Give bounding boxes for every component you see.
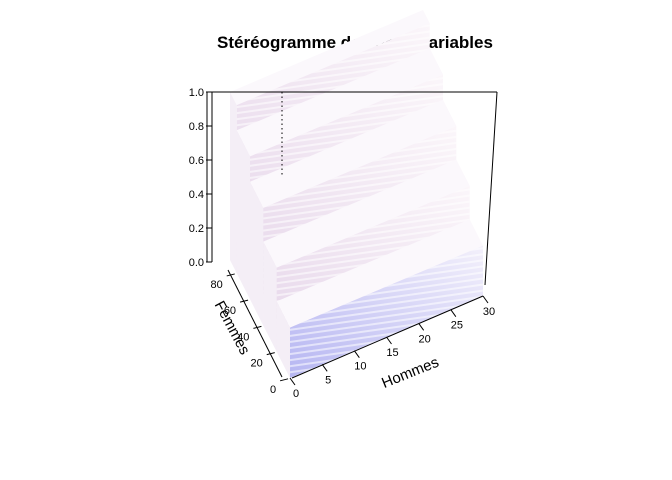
y-tick-label: 0 bbox=[270, 384, 276, 396]
step-side-face bbox=[236, 130, 250, 300]
x-tick-mark bbox=[321, 364, 328, 372]
step-side-face bbox=[263, 241, 277, 352]
x-axis: 0 5 10 15 20 25 30 bbox=[289, 295, 495, 400]
step-side-face bbox=[276, 301, 290, 378]
x-tick-label: 10 bbox=[354, 361, 366, 373]
y-tick-mark bbox=[266, 352, 275, 356]
x-tick-mark bbox=[353, 350, 360, 358]
x-tick-label: 0 bbox=[293, 388, 299, 400]
x-tick-label: 15 bbox=[386, 347, 398, 359]
z-tick-label: 1.0 bbox=[189, 87, 204, 99]
z-tick-label: 0.0 bbox=[189, 257, 204, 269]
surface-step bbox=[276, 219, 483, 378]
y-tick-mark bbox=[239, 299, 249, 303]
step-side-face bbox=[230, 92, 237, 274]
step-front-texture bbox=[290, 245, 483, 378]
box-frame bbox=[206, 91, 498, 286]
y-tick-mark bbox=[253, 325, 262, 329]
x-tick-mark bbox=[386, 336, 392, 345]
step-top bbox=[236, 48, 443, 157]
y-tick-label: 20 bbox=[250, 358, 262, 370]
x-tick-label: 25 bbox=[451, 320, 463, 332]
x-tick-mark bbox=[482, 295, 489, 304]
z-tick-label: 0.2 bbox=[189, 223, 204, 235]
z-tick-label: 0.8 bbox=[189, 121, 204, 133]
z-tick-label: 0.6 bbox=[189, 155, 204, 167]
x-tick-label: 20 bbox=[419, 333, 431, 345]
y-axis: 0 20 40 60 80 bbox=[210, 269, 289, 396]
z-tick-label: 0.4 bbox=[189, 189, 204, 201]
step-top bbox=[276, 219, 483, 328]
y-tick-mark bbox=[279, 378, 289, 382]
x-tick-mark bbox=[289, 377, 296, 386]
y-tick-label: 60 bbox=[224, 305, 236, 317]
surface bbox=[230, 10, 483, 378]
x-tick-label: 30 bbox=[483, 306, 495, 318]
y-tick-label: 80 bbox=[210, 279, 222, 291]
z-axis: 0.0 0.2 0.4 0.6 0.8 1.0 bbox=[189, 87, 213, 269]
x-axis-label: Hommes bbox=[379, 354, 441, 392]
x-tick-mark bbox=[450, 309, 457, 317]
y-tick-mark bbox=[226, 273, 235, 277]
step-side-face bbox=[250, 181, 264, 326]
y-tick-label: 40 bbox=[237, 331, 249, 343]
step-top bbox=[250, 99, 457, 208]
x-tick-label: 5 bbox=[325, 374, 331, 386]
x-tick-mark bbox=[418, 323, 425, 331]
step-top bbox=[263, 159, 470, 268]
step-top bbox=[230, 10, 430, 106]
